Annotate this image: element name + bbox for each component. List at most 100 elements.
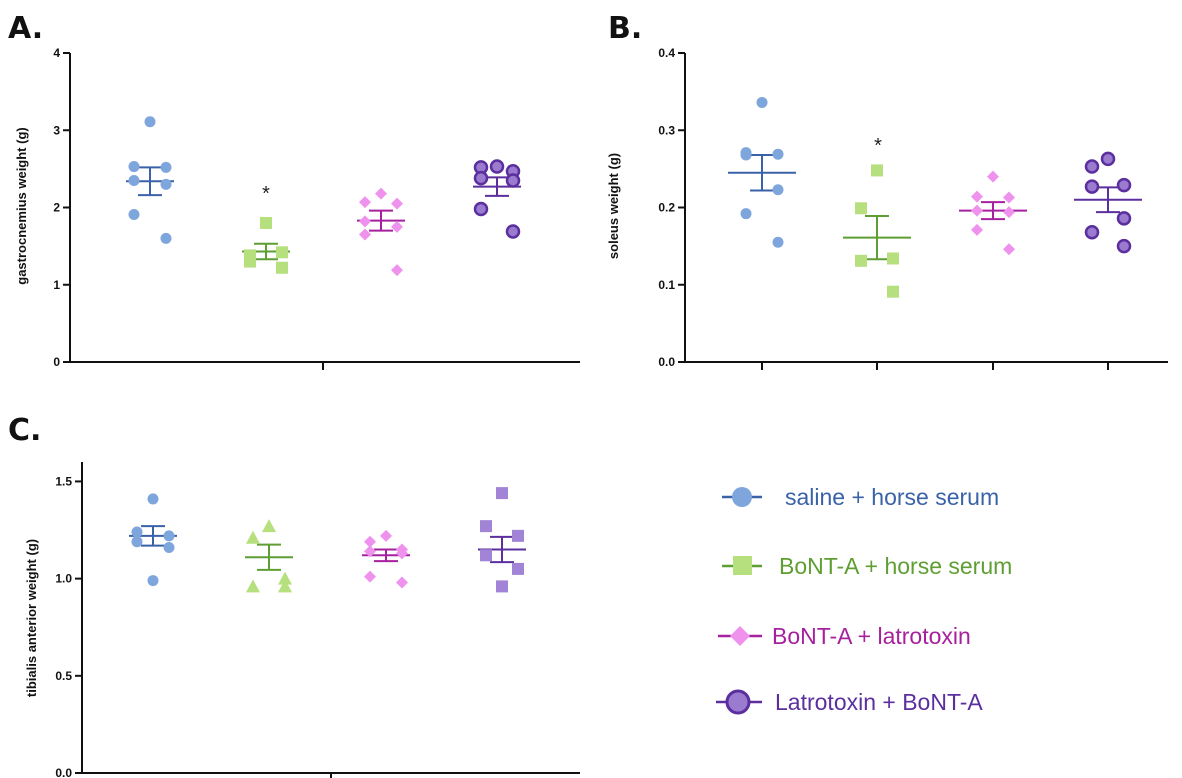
data-point-latro-bonta [473, 201, 489, 217]
data-point-latro-bonta [1084, 179, 1100, 194]
y-tick-label: 1 [53, 278, 60, 292]
data-point-saline [772, 148, 784, 160]
panel-b: B. soleus weight (g) 0.0 0.1 0.2 0.3 0.4 * [606, 11, 1168, 370]
legend-label: Latrotoxin + BoNT-A [775, 689, 983, 715]
circle-outlined-icon [725, 689, 751, 715]
data-point-bonta-horse [262, 519, 276, 533]
data-point-bonta-latro [987, 170, 999, 183]
data-point-saline [131, 536, 143, 548]
data-point-saline [147, 493, 159, 505]
data-point-latro-bonta [480, 549, 492, 562]
data-point-saline [128, 161, 140, 173]
y-tick-label: 0.4 [658, 46, 675, 60]
data-point-bonta-latro [1003, 206, 1015, 219]
data-point-latro-bonta [496, 487, 508, 500]
panel-a-y-axis-label: gastrocnemius weight (g) [14, 127, 29, 284]
data-point-bonta-latro [396, 576, 408, 589]
data-point-bonta-latro [359, 228, 371, 241]
data-point-saline [144, 116, 156, 128]
y-tick-label: 0.0 [55, 766, 72, 778]
data-point-saline [756, 96, 768, 108]
legend-item-saline-horse-serum: saline + horse serum [722, 484, 999, 510]
data-point-latro-bonta [505, 173, 521, 188]
data-point-bonta-latro [391, 264, 403, 277]
data-point-saline [160, 232, 172, 244]
legend-label: BoNT-A + horse serum [779, 553, 1012, 579]
data-point-bonta-horse [871, 164, 883, 177]
data-point-latro-bonta [512, 562, 524, 575]
y-tick-label: 2 [53, 201, 60, 215]
data-point-latro-bonta [473, 170, 489, 186]
y-tick-label: 3 [53, 123, 60, 137]
y-tick-label: 0.5 [55, 669, 72, 683]
data-point-bonta-latro [971, 204, 983, 217]
data-point-saline [740, 208, 752, 220]
data-point-saline [163, 542, 175, 554]
y-tick-label: 4 [53, 46, 60, 60]
y-tick-label: 0.1 [658, 278, 675, 292]
data-point-saline [772, 184, 784, 196]
panel-c-letter: C. [8, 413, 41, 448]
y-tick-label: 0 [53, 355, 60, 369]
data-point-bonta-latro [391, 220, 403, 233]
data-point-saline [772, 236, 784, 248]
data-point-bonta-horse [278, 579, 292, 593]
panel-c: C. tibialis anterior weight (g) 0.0 0.5 1.… [8, 413, 580, 778]
data-point-saline [128, 208, 140, 220]
panel-a-data-marks [126, 116, 521, 277]
data-point-saline [160, 161, 172, 173]
data-point-latro-bonta [1116, 211, 1132, 226]
data-point-latro-bonta [496, 580, 508, 593]
y-tick-label: 0.3 [658, 123, 675, 137]
data-point-latro-bonta [1084, 224, 1100, 240]
data-point-bonta-latro [1003, 243, 1015, 256]
legend-label: BoNT-A + latrotoxin [772, 623, 971, 649]
data-point-bonta-latro [971, 190, 983, 203]
data-point-saline [740, 149, 752, 161]
y-tick-label: 0.0 [658, 355, 675, 369]
data-point-bonta-horse [887, 252, 899, 265]
data-point-bonta-horse [276, 261, 288, 274]
data-point-saline [128, 174, 140, 186]
data-point-bonta-horse [246, 579, 260, 593]
panel-a: A. gastrocnemius weight (g) 0 1 2 3 4 * [8, 11, 580, 370]
diamond-icon [730, 626, 750, 646]
data-point-latro-bonta [505, 224, 521, 239]
data-point-saline [163, 530, 175, 542]
data-point-latro-bonta [512, 529, 524, 542]
data-point-latro-bonta [1100, 151, 1116, 167]
legend-item-bonta-latrotoxin: BoNT-A + latrotoxin [718, 623, 971, 649]
data-point-bonta-horse [276, 246, 288, 259]
panel-c-y-axis-label: tibialis anterior weight (g) [24, 539, 39, 697]
y-tick-label: 0.2 [658, 201, 675, 215]
data-point-bonta-horse [855, 202, 867, 215]
data-point-bonta-latro [971, 223, 983, 236]
data-point-bonta-latro [380, 529, 392, 542]
panel-b-y-axis-label: soleus weight (g) [606, 153, 621, 259]
data-point-bonta-latro [1003, 191, 1015, 204]
panel-b-letter: B. [608, 11, 642, 46]
y-tick-label: 1.5 [55, 474, 72, 488]
legend-item-latrotoxin-bonta: Latrotoxin + BoNT-A [716, 689, 983, 715]
data-point-latro-bonta [1084, 159, 1100, 174]
legend-item-bonta-horse-serum: BoNT-A + horse serum [722, 553, 1012, 579]
data-point-latro-bonta [489, 159, 505, 174]
panel-c-y-ticks: 0.0 0.5 1.0 1.5 [55, 474, 82, 778]
panel-b-significance-star: * [874, 135, 882, 157]
data-point-saline [147, 575, 159, 587]
data-point-bonta-latro [364, 545, 376, 558]
data-point-bonta-horse [260, 216, 272, 229]
data-point-saline [160, 178, 172, 190]
data-point-bonta-latro [364, 535, 376, 548]
legend: saline + horse serum BoNT-A + horse seru… [716, 484, 1012, 715]
y-tick-label: 1.0 [55, 572, 72, 586]
square-icon [733, 556, 752, 575]
data-point-saline [131, 526, 143, 538]
data-point-bonta-horse [244, 255, 256, 268]
panel-a-significance-star: * [262, 183, 270, 205]
data-point-bonta-latro [359, 215, 371, 228]
data-point-bonta-latro [391, 197, 403, 210]
data-point-latro-bonta [1116, 238, 1132, 254]
panel-b-y-ticks: 0.0 0.1 0.2 0.3 0.4 [658, 46, 685, 369]
